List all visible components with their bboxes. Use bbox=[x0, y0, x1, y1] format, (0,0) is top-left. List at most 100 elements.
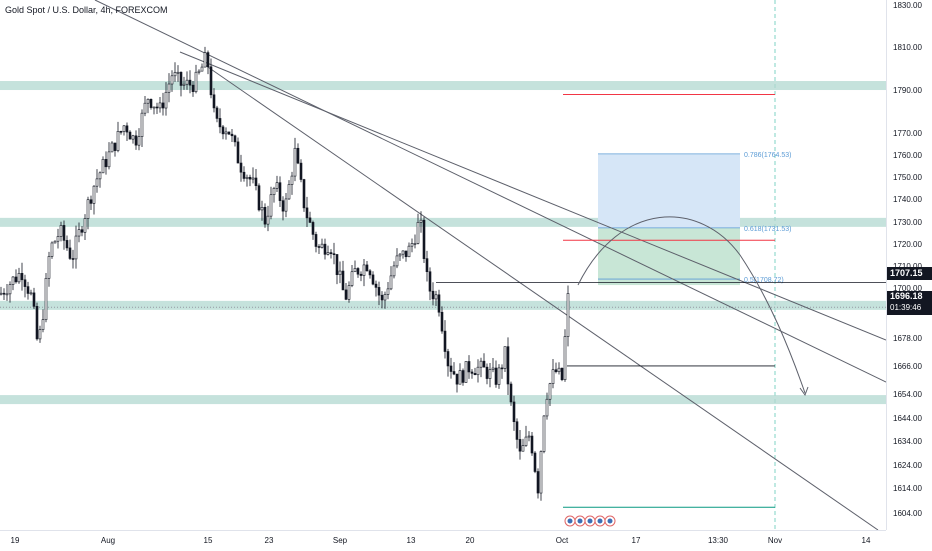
candle-body bbox=[167, 83, 171, 93]
candle-body bbox=[416, 222, 420, 244]
candle-body bbox=[359, 273, 363, 276]
candle-body bbox=[524, 436, 528, 446]
candle-body bbox=[47, 256, 51, 279]
candle-body bbox=[482, 360, 486, 368]
candle-body bbox=[422, 219, 426, 259]
candle-body bbox=[137, 136, 141, 146]
price-tick-label: 1730.00 bbox=[893, 218, 922, 227]
candle-body bbox=[71, 258, 75, 260]
price-tick-label: 1810.00 bbox=[893, 43, 922, 52]
candle-body bbox=[338, 270, 342, 275]
price-tick-label: 1710.00 bbox=[893, 262, 922, 271]
candle-body bbox=[122, 125, 126, 132]
candle-body bbox=[512, 401, 516, 423]
chart-area[interactable]: 0.786(1764.53) 0.618(1731.53) 0.5(1708.72)… bbox=[0, 0, 887, 531]
candle-body bbox=[173, 72, 177, 77]
time-axis[interactable]: 19 Aug 15 23 Sep 13 20 Oct 17 13:30 Nov 14 bbox=[0, 530, 886, 551]
candle-body bbox=[110, 142, 114, 153]
candle-body bbox=[5, 293, 9, 296]
candle-body bbox=[131, 135, 135, 140]
candle-body bbox=[242, 171, 246, 179]
price-tick-label: 1644.00 bbox=[893, 414, 922, 423]
candle-body bbox=[149, 98, 153, 108]
candle-body bbox=[29, 292, 33, 295]
candle-body bbox=[494, 367, 498, 385]
candle-body bbox=[194, 71, 198, 92]
candle-body bbox=[62, 225, 66, 241]
candle-body bbox=[155, 106, 159, 109]
candle-body bbox=[527, 435, 531, 438]
event-flag-center bbox=[567, 518, 573, 524]
candle-body bbox=[188, 79, 192, 86]
time-tick-label: 14 bbox=[861, 536, 871, 545]
candle-body bbox=[533, 452, 537, 472]
candle-body bbox=[548, 383, 552, 400]
candle-body bbox=[8, 284, 12, 295]
candle-body bbox=[521, 445, 525, 452]
candle-body bbox=[515, 421, 519, 440]
candle-body bbox=[461, 370, 465, 383]
trendline-long bbox=[94, 0, 887, 383]
event-flag-center bbox=[577, 518, 583, 524]
candle-body bbox=[497, 367, 501, 385]
candle-body bbox=[530, 435, 534, 454]
time-tick-label: Aug bbox=[100, 536, 116, 545]
candle-body bbox=[341, 270, 345, 291]
candle-body bbox=[332, 253, 336, 255]
candle-body bbox=[449, 365, 453, 372]
candle-body bbox=[452, 371, 456, 375]
fib-level-label: 0.786(1764.53) bbox=[744, 152, 791, 159]
price-tick-label: 1830.00 bbox=[893, 1, 922, 10]
candle-body bbox=[239, 162, 243, 173]
candle-body bbox=[566, 293, 570, 337]
candle-body bbox=[377, 287, 381, 296]
candle-body bbox=[275, 182, 279, 189]
price-tick-label: 1614.00 bbox=[893, 484, 922, 493]
price-tick-label: 1654.00 bbox=[893, 390, 922, 399]
price-axis[interactable]: 1830.00 1810.00 1790.00 1770.00 1760.00 1750.… bbox=[886, 0, 932, 530]
candle-body bbox=[56, 236, 60, 242]
candle-body bbox=[473, 373, 477, 376]
price-tick-label: 1624.00 bbox=[893, 461, 922, 470]
candle-body bbox=[299, 162, 303, 180]
candle-body bbox=[50, 242, 54, 257]
candle-body bbox=[404, 250, 408, 258]
candle-body bbox=[362, 264, 366, 276]
candle-body bbox=[437, 294, 441, 313]
candle-body bbox=[179, 71, 183, 86]
candle-body bbox=[125, 125, 129, 133]
candle-body bbox=[0, 292, 3, 295]
candle-body bbox=[446, 351, 450, 367]
candle-body bbox=[98, 172, 102, 180]
time-tick-label: 15 bbox=[203, 536, 213, 545]
time-tick-label: 23 bbox=[264, 536, 274, 545]
time-tick-label: Oct bbox=[555, 536, 569, 545]
candle-body bbox=[470, 371, 474, 374]
candle-body bbox=[503, 346, 507, 369]
candle-body bbox=[413, 243, 417, 245]
candle-body bbox=[20, 273, 24, 281]
candle-body bbox=[248, 176, 252, 180]
candle-body bbox=[281, 200, 285, 212]
candle-body bbox=[386, 288, 390, 295]
candle-body bbox=[302, 179, 306, 209]
candle-body bbox=[74, 235, 78, 260]
candle-body bbox=[233, 135, 237, 143]
candle-body bbox=[140, 112, 144, 137]
time-tick-label: 19 bbox=[10, 536, 20, 545]
candle-body bbox=[500, 367, 504, 370]
candle-body bbox=[80, 229, 84, 233]
candle-body bbox=[311, 222, 315, 235]
candle-body bbox=[113, 142, 117, 151]
candle-body bbox=[317, 246, 321, 248]
projection-arc bbox=[577, 216, 806, 394]
candle-body bbox=[152, 106, 156, 109]
candle-body bbox=[293, 147, 297, 177]
candle-body bbox=[323, 243, 327, 255]
candle-body bbox=[197, 70, 201, 73]
price-tick-label: 1678.00 bbox=[893, 334, 922, 343]
candle-body bbox=[41, 319, 45, 330]
candle-body bbox=[542, 415, 546, 452]
resistance-price-tag: 1707.15 bbox=[887, 267, 932, 280]
candle-body bbox=[287, 184, 291, 200]
